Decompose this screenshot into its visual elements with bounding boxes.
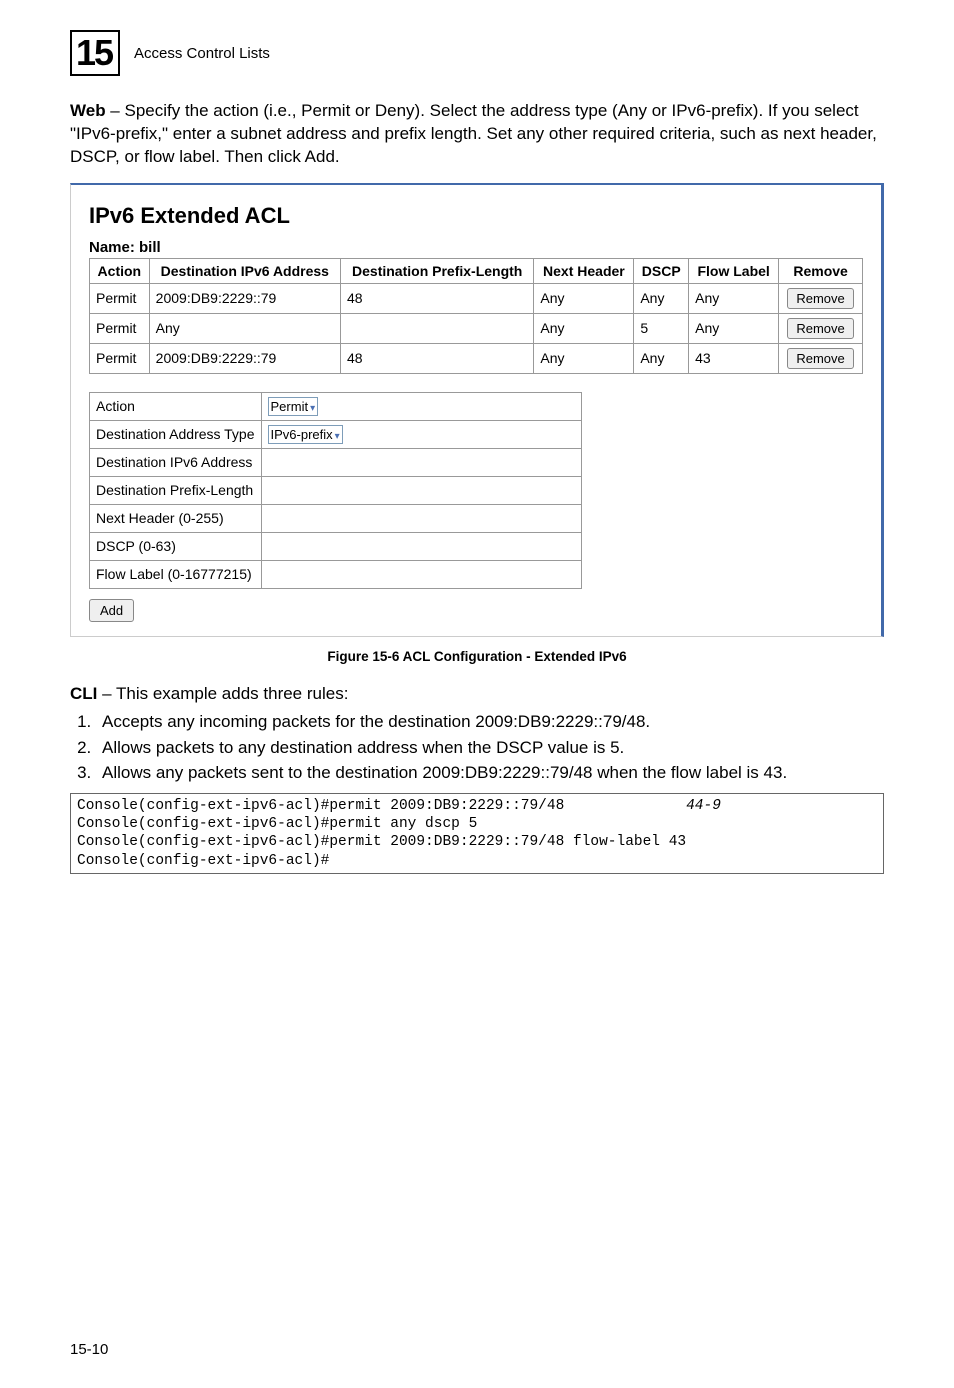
form-desttype-field: IPv6-prefix▾ [261,420,581,448]
cell-flow-label: Any [689,283,779,313]
cell-next-header: Any [534,283,634,313]
form-prefixlen-label: Destination Prefix-Length [90,476,262,504]
page-header: 15 Access Control Lists [70,30,884,76]
form-nextheader-label: Next Header (0-255) [90,504,262,532]
form-action-field: Permit▾ [261,392,581,420]
cell-flow-label: Any [689,313,779,343]
cli-bold: CLI [70,684,97,703]
table-row: Permit 2009:DB9:2229::79 48 Any Any 43 R… [90,343,863,373]
action-select[interactable]: Permit▾ [268,397,319,416]
cell-dscp: 5 [634,313,689,343]
form-table: Action Permit▾ Destination Address Type … [89,392,582,589]
form-destaddr-label: Destination IPv6 Address [90,448,262,476]
code-line: Console(config-ext-ipv6-acl)#permit any … [77,816,477,832]
code-line: Console(config-ext-ipv6-acl)#permit 2009… [77,834,686,850]
chevron-down-icon: ▾ [308,403,315,414]
code-block: Console(config-ext-ipv6-acl)#permit 2009… [70,793,884,874]
form-action-label: Action [90,392,262,420]
cell-dscp: Any [634,283,689,313]
col-action: Action [90,258,150,283]
col-dest-addr: Destination IPv6 Address [149,258,340,283]
col-next-header: Next Header [534,258,634,283]
cell-prefix-len: 48 [340,343,533,373]
chapter-number-box: 15 [70,30,120,76]
figure-caption: Figure 15-6 ACL Configuration - Extended… [70,649,884,664]
table-row: Permit Any Any 5 Any Remove [90,313,863,343]
cell-remove: Remove [779,283,863,313]
panel-title: IPv6 Extended ACL [89,203,863,229]
form-dscp-field[interactable] [261,532,581,560]
cell-dest-addr: 2009:DB9:2229::79 [149,343,340,373]
col-flow-label: Flow Label [689,258,779,283]
remove-button[interactable]: Remove [787,348,853,369]
code-line: Console(config-ext-ipv6-acl)#permit 2009… [77,798,564,814]
intro-bold: Web [70,101,106,120]
chapter-number: 15 [76,32,112,73]
code-line: Console(config-ext-ipv6-acl)# [77,853,329,869]
intro-paragraph: Web – Specify the action (i.e., Permit o… [70,100,884,169]
list-item: Allows any packets sent to the destinati… [96,761,884,785]
screenshot-panel: IPv6 Extended ACL Name: bill Action Dest… [70,183,884,637]
form-flowlabel-field[interactable] [261,560,581,588]
cell-action: Permit [90,313,150,343]
form-nextheader-field[interactable] [261,504,581,532]
remove-button[interactable]: Remove [787,318,853,339]
cell-action: Permit [90,343,150,373]
list-item: Allows packets to any destination addres… [96,736,884,760]
chevron-down-icon: ▾ [333,431,340,442]
form-prefixlen-field[interactable] [261,476,581,504]
acl-name-label: Name: bill [89,239,863,256]
cell-flow-label: 43 [689,343,779,373]
cell-remove: Remove [779,313,863,343]
table-row: Permit 2009:DB9:2229::79 48 Any Any Any … [90,283,863,313]
remove-button[interactable]: Remove [787,288,853,309]
cell-next-header: Any [534,313,634,343]
cell-dest-addr: Any [149,313,340,343]
cli-intro: – This example adds three rules: [97,684,348,703]
cell-dest-addr: 2009:DB9:2229::79 [149,283,340,313]
form-desttype-label: Destination Address Type [90,420,262,448]
list-item: Accepts any incoming packets for the des… [96,710,884,734]
col-prefix-len: Destination Prefix-Length [340,258,533,283]
intro-text: – Specify the action (i.e., Permit or De… [70,101,877,166]
cell-dscp: Any [634,343,689,373]
code-ref: 44-9 [686,798,721,814]
form-flowlabel-label: Flow Label (0-16777215) [90,560,262,588]
cell-prefix-len [340,313,533,343]
cell-prefix-len: 48 [340,283,533,313]
chapter-title: Access Control Lists [134,45,270,62]
cli-heading: CLI – This example adds three rules: [70,684,884,704]
desttype-select[interactable]: IPv6-prefix▾ [268,425,343,444]
cell-remove: Remove [779,343,863,373]
form-destaddr-field[interactable] [261,448,581,476]
table-header-row: Action Destination IPv6 Address Destinat… [90,258,863,283]
form-dscp-label: DSCP (0-63) [90,532,262,560]
cell-next-header: Any [534,343,634,373]
cli-list: Accepts any incoming packets for the des… [70,710,884,785]
col-dscp: DSCP [634,258,689,283]
cell-action: Permit [90,283,150,313]
rules-table: Action Destination IPv6 Address Destinat… [89,258,863,374]
col-remove: Remove [779,258,863,283]
add-button[interactable]: Add [89,599,134,622]
page-number: 15-10 [70,1341,108,1358]
